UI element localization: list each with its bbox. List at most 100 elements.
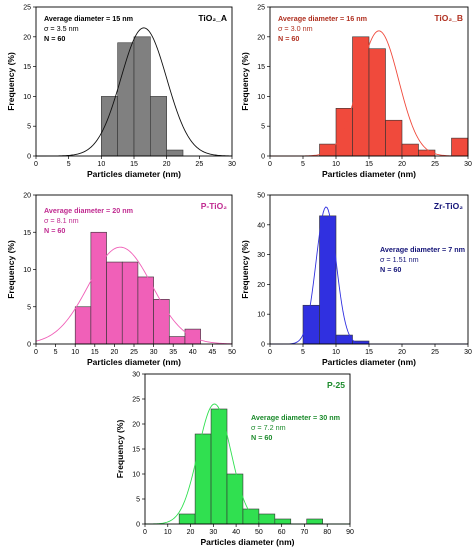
y-tick-label: 0 [27,154,31,161]
stats-n-text: N = 60 [380,265,401,274]
x-tick-label: 5 [301,349,305,356]
panel-label: P-TiO₂ [201,201,228,211]
stats-avg-text: Average diameter = 16 nm [278,14,367,23]
stats-sigma-text: σ = 3.0 nm [278,24,313,33]
histogram-bar [368,48,386,157]
y-tick-label: 25 [132,397,140,404]
y-tick-label: 20 [23,34,31,41]
plot-frame [144,373,351,525]
histogram-bar [178,513,196,525]
histogram-bar [117,42,135,157]
histogram-bar [401,143,419,157]
y-axis-title: Frequency (%) [6,240,16,299]
y-tick-label: 5 [27,124,31,131]
x-tick-label: 0 [34,349,38,356]
stats-n-text: N = 60 [278,34,299,43]
stats-n-text: N = 60 [44,34,65,43]
y-tick-label: 0 [261,342,265,349]
histogram-panel: 0 5 10 15 20 25 30 0 5 10 15 20 25 Particles diameter… [240,5,472,180]
y-tick-label: 20 [257,282,265,289]
y-tick-label: 5 [261,124,265,131]
x-tick-label: 0 [143,529,147,536]
stats-avg-text: Average diameter = 30 nm [251,413,340,422]
histogram-bar [153,298,170,345]
histogram-bar [101,96,118,157]
x-tick-label: 20 [163,161,171,168]
x-tick-label: 10 [71,349,79,356]
histogram-panel: 0 5 10 15 20 25 30 0 10 20 30 40 50 Particles diamete… [240,193,472,368]
y-tick-label: 25 [23,5,31,12]
x-tick-label: 70 [301,529,309,536]
histogram-bar [194,433,212,525]
histogram-bar [385,119,403,157]
x-tick-label: 30 [209,529,217,536]
x-tick-label: 15 [130,161,138,168]
panel-label: TiO₂_A [198,13,227,23]
histogram-bar [242,508,260,525]
histogram-bar [121,261,139,345]
histogram-bar [106,261,123,345]
x-tick-label: 5 [54,349,58,356]
gaussian-fit-line [36,27,233,157]
histogram-bar [258,513,276,525]
x-tick-label: 60 [278,529,286,536]
y-tick-label: 5 [27,304,31,311]
x-tick-label: 20 [187,529,195,536]
y-tick-label: 0 [27,342,31,349]
x-tick-label: 20 [111,349,119,356]
x-tick-label: 50 [255,529,263,536]
histogram-bar [90,231,107,345]
y-tick-label: 10 [257,94,265,101]
x-tick-label: 0 [268,161,272,168]
y-tick-label: 20 [132,422,140,429]
x-tick-label: 15 [91,349,99,356]
x-tick-label: 25 [195,161,203,168]
y-tick-label: 30 [257,252,265,259]
x-tick-label: 30 [464,161,472,168]
y-tick-label: 5 [136,497,140,504]
histogram-bar [150,96,167,157]
x-axis-title: Particles diameter (nm) [200,537,294,547]
x-tick-label: 25 [130,349,138,356]
y-tick-label: 20 [23,193,31,200]
x-axis-title: Particles diameter (nm) [87,169,181,179]
y-tick-label: 10 [23,94,31,101]
x-tick-label: 30 [150,349,158,356]
x-tick-label: 40 [232,529,240,536]
y-axis-title: Frequency (%) [240,240,250,299]
y-axis-title: Frequency (%) [115,420,125,479]
x-tick-label: 30 [464,349,472,356]
y-tick-label: 15 [23,230,31,237]
panel-label: Zr-TiO₂ [434,201,463,211]
y-tick-label: 15 [257,64,265,71]
histogram-bar [451,137,469,157]
x-tick-label: 5 [301,161,305,168]
histogram-bar [166,149,184,157]
y-tick-label: 40 [257,222,265,229]
x-tick-label: 50 [228,349,236,356]
histogram-bar [168,336,186,345]
x-tick-label: 0 [268,349,272,356]
y-tick-label: 10 [132,472,140,479]
x-tick-label: 10 [332,349,340,356]
y-tick-label: 30 [132,372,140,379]
stats-sigma-text: σ = 3.5 nm [44,24,79,33]
stats-sigma-text: σ = 7.2 nm [251,423,286,432]
x-tick-label: 20 [398,349,406,356]
y-tick-label: 10 [23,267,31,274]
y-tick-label: 50 [257,193,265,200]
y-tick-label: 10 [257,312,265,319]
gaussian-fit-line [270,206,468,345]
x-tick-label: 30 [228,161,236,168]
y-tick-label: 15 [23,64,31,71]
x-tick-label: 15 [365,161,373,168]
stats-n-text: N = 60 [44,226,65,235]
y-tick-label: 25 [257,5,265,12]
panel-label: TiO₂_B [434,13,463,23]
x-tick-label: 80 [323,529,331,536]
histogram-bar [319,215,337,345]
histogram-bar [302,304,320,345]
y-axis-title: Frequency (%) [240,52,250,111]
stats-n-text: N = 60 [251,433,272,442]
